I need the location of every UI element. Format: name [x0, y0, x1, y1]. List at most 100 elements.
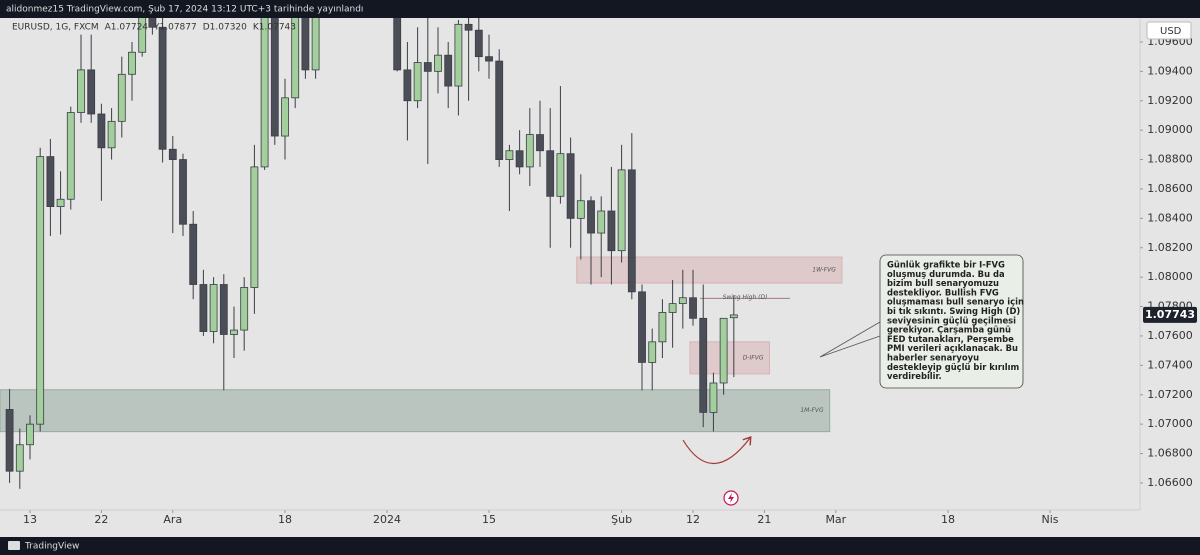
candle-body: [648, 341, 657, 363]
candle-body: [617, 169, 626, 252]
x-tick-label: Mar: [825, 513, 846, 526]
x-tick-label: Ara: [163, 513, 182, 526]
candle-body: [189, 223, 198, 285]
fvg-zone: [576, 256, 843, 284]
candle-body: [454, 23, 463, 87]
note-line: Günlük grafikte bir I-FVG: [887, 260, 1005, 270]
candle-body: [719, 317, 728, 384]
note-line: destekliyor. Bullish FVG: [887, 287, 999, 297]
y-tick-label: 1.08400: [1147, 211, 1193, 224]
candle-body: [566, 153, 575, 219]
candle-body: [117, 73, 126, 122]
ohlc-label: A1.07724: [105, 23, 149, 33]
note-line: FED tutanakları, Perşembe: [887, 334, 1014, 344]
candle-body: [107, 120, 116, 149]
y-tick-label: 1.08800: [1147, 153, 1193, 166]
candle-body: [209, 284, 218, 332]
candle-body: [709, 382, 718, 413]
candle-body: [168, 148, 177, 160]
candle-body: [230, 329, 238, 335]
x-tick-label: 13: [23, 513, 37, 526]
candle-body: [270, 18, 279, 137]
zone-label: 1W-FVG: [812, 267, 836, 274]
candle-body: [250, 166, 259, 288]
candle-body: [128, 51, 136, 75]
x-tick-label: 22: [94, 513, 108, 526]
y-tick-label: 1.09400: [1147, 64, 1193, 77]
candle-body: [474, 29, 483, 58]
header-text: alidonmez15 TradingView.com, Şub 17, 202…: [6, 5, 363, 15]
zones: 1W-FVG D-IFVG 1M-FVG Swing High (D): [0, 256, 843, 433]
x-tick-label: 18: [278, 513, 292, 526]
footer-logo: [8, 541, 20, 550]
candle-body: [199, 284, 208, 332]
candle-body: [627, 169, 636, 293]
candle-body: [699, 317, 708, 413]
candle-body: [678, 297, 687, 305]
footer-text: TradingView: [24, 542, 79, 552]
candle-body: [546, 150, 555, 197]
last-price-label: 1.07743: [1145, 308, 1195, 321]
y-tick-label: 1.06800: [1147, 447, 1193, 460]
candle-body: [444, 54, 453, 87]
candle-body: [689, 297, 697, 319]
candle-body: [668, 303, 677, 313]
candle-body: [5, 409, 14, 472]
candle-body: [403, 69, 412, 102]
swing-high-label: Swing High (D): [723, 294, 768, 301]
candle-body: [434, 54, 442, 72]
candle-body: [607, 210, 616, 252]
note-line: oluşmuş durumda. Bu da: [887, 269, 1005, 279]
y-tick-label: 1.07200: [1147, 388, 1193, 401]
note-line: gerekiyor. Çarşamba günü: [887, 325, 1011, 335]
note-line: seviyesinin güçlü geçilmesi: [887, 315, 1016, 325]
candle-body: [576, 200, 585, 219]
candle-body: [26, 423, 34, 446]
candle-body: [260, 18, 269, 168]
legend: EURUSD, 1G, FXCM A1.07724 Y1.07877 D1.0732…: [12, 23, 296, 33]
y-tick-label: 1.07000: [1147, 417, 1193, 430]
candle-body: [240, 287, 249, 331]
symbol: EURUSD, 1G, FXCM: [12, 23, 99, 33]
ohlc-label: D1.07320: [203, 23, 247, 33]
zone-label: D-IFVG: [743, 354, 764, 361]
candle-body: [413, 62, 422, 102]
candle-body: [219, 284, 228, 335]
ohlc-label: Y1.07877: [153, 23, 197, 33]
note-line: destekleyip güçlü bir kırılım: [887, 362, 1019, 372]
candle-body: [423, 62, 432, 72]
fvg-zone: [0, 389, 831, 433]
x-tick-label: 15: [482, 513, 496, 526]
candle-body: [495, 60, 504, 160]
event-icon-bolt: [728, 493, 734, 503]
candle-body: [515, 150, 524, 168]
callout-pointer: [819, 321, 881, 358]
candle-body: [505, 150, 514, 160]
last-price-box: [1143, 306, 1197, 323]
candle-body: [485, 56, 493, 62]
note-line: bi tık sıkıntı. Swing High (D): [887, 306, 1020, 316]
x-tick-label: 18: [941, 513, 955, 526]
candle-body: [36, 156, 45, 425]
header-bar: [0, 0, 1200, 18]
candle-body: [393, 18, 402, 71]
y-tick-label: 1.08000: [1147, 270, 1193, 283]
x-tick-label: 21: [757, 513, 771, 526]
candle-body: [291, 18, 300, 99]
y-tick-label: 1.06600: [1147, 476, 1193, 489]
x-tick-label: Şub: [611, 513, 632, 526]
currency-box: [1146, 21, 1192, 40]
candle-body: [87, 69, 96, 115]
y-tick-label: 1.09200: [1147, 94, 1193, 107]
candle-body: [638, 291, 646, 363]
axes: 1.06600 1.06800 1.07000 1.07200 1.07400 1.076…: [23, 35, 1197, 526]
y-tick-label: 1.07400: [1147, 358, 1193, 371]
candle-body: [138, 18, 147, 53]
note-line: bizim bull senaryomuzu: [887, 278, 999, 288]
candle-body: [148, 18, 157, 28]
candle-body: [15, 444, 24, 472]
candle-body: [56, 198, 65, 207]
note-line: haberler senaryoyu: [887, 353, 979, 363]
candle-body: [301, 18, 310, 71]
